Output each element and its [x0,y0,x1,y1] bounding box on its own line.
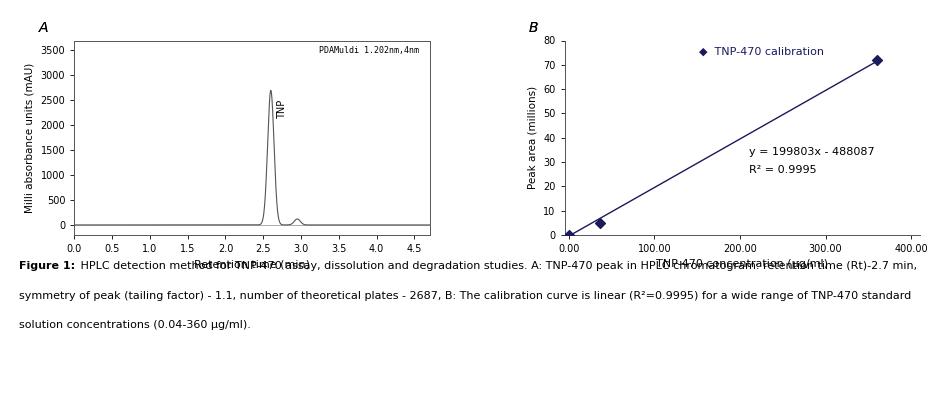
Y-axis label: Milli absorbance units (mAU): Milli absorbance units (mAU) [25,63,35,213]
Text: y = 199803x - 488087: y = 199803x - 488087 [748,147,874,158]
Text: symmetry of peak (tailing factor) - 1.1, number of theoretical plates - 2687, B:: symmetry of peak (tailing factor) - 1.1,… [19,291,909,301]
Text: HPLC detection method for TNP-470 assay, dissolution and degradation studies. A:: HPLC detection method for TNP-470 assay,… [77,261,916,271]
Text: TNP: TNP [277,100,287,119]
Text: ◆  TNP-470 calibration: ◆ TNP-470 calibration [699,46,823,56]
Text: B: B [528,21,538,35]
Text: A: A [39,21,48,35]
Text: PDAMuldi 1.202nm,4nm: PDAMuldi 1.202nm,4nm [318,46,419,55]
Text: Figure 1:: Figure 1: [19,261,74,271]
Point [561,232,575,238]
X-axis label: TNP-470 concentration (μg/ml): TNP-470 concentration (μg/ml) [655,260,827,269]
Text: solution concentrations (0.04-360 μg/ml).: solution concentrations (0.04-360 μg/ml)… [19,320,251,330]
Text: A: A [39,21,48,35]
Text: B: B [528,21,538,35]
X-axis label: Retention time (min): Retention time (min) [194,260,310,269]
Y-axis label: Peak area (millions): Peak area (millions) [527,86,537,189]
Point [869,57,883,64]
Point [591,220,606,226]
Text: R² = 0.9995: R² = 0.9995 [748,165,816,175]
